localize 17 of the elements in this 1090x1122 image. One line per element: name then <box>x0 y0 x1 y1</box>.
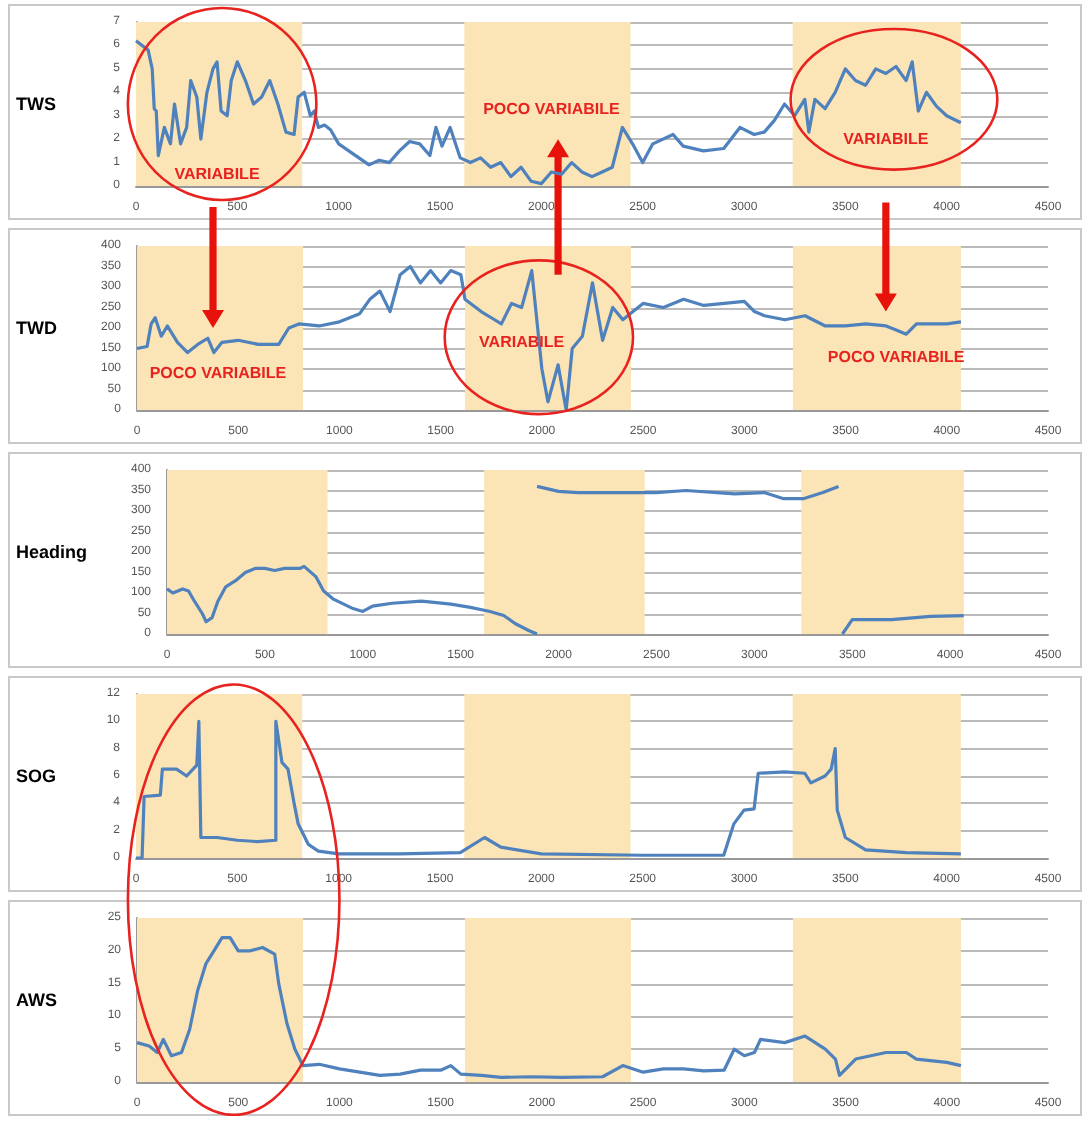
annotation: POCO VARIABILE <box>827 347 966 366</box>
annotation: POCO VARIABILE <box>149 364 288 383</box>
line-series <box>135 264 963 412</box>
line-series <box>165 564 539 636</box>
annotation: VARIABILE <box>174 165 261 184</box>
y-axis-title: SOG <box>15 766 57 786</box>
line-series <box>134 39 963 186</box>
line-series <box>535 484 841 501</box>
annotation: POCO VARIABILE <box>483 99 622 118</box>
y-axis-title: Heading <box>15 542 88 562</box>
y-axis-title: TWD <box>15 318 58 338</box>
annotation: VARIABILE <box>843 130 930 149</box>
y-axis-title: TWS <box>15 94 56 114</box>
y-axis-title: AWS <box>15 990 57 1010</box>
line-series <box>135 936 963 1080</box>
line-series <box>134 719 963 860</box>
line-series <box>840 613 966 636</box>
